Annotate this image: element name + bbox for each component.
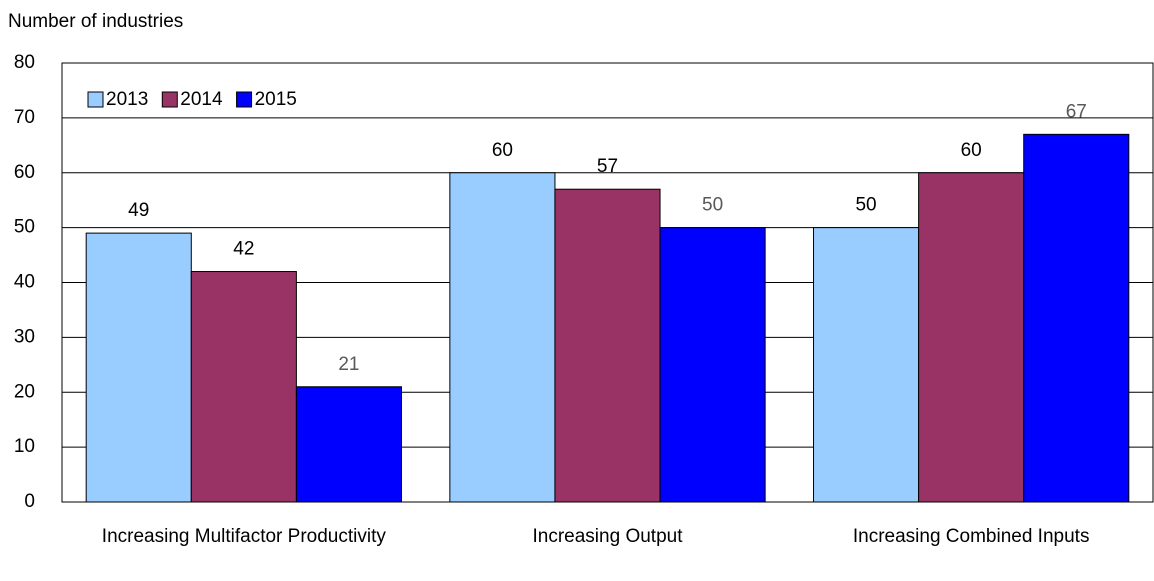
bar: [190, 271, 297, 503]
data-label: 57: [597, 156, 618, 177]
bar: [813, 227, 920, 503]
data-label: 67: [1066, 101, 1087, 122]
data-label: 60: [492, 140, 513, 161]
x-tick-label: Increasing Multifactor Productivity: [101, 526, 386, 547]
legend-swatch: [236, 91, 253, 108]
legend-label: 2013: [106, 89, 148, 110]
legend-swatch: [161, 91, 178, 108]
bar: [554, 188, 661, 503]
data-label: 42: [233, 239, 254, 260]
bar: [659, 227, 766, 503]
legend-label: 2015: [255, 89, 297, 110]
data-label: 49: [128, 200, 149, 221]
bar: [295, 386, 402, 503]
bar: [85, 232, 192, 503]
y-tick-label: 50: [14, 217, 35, 238]
y-tick-label: 70: [14, 107, 35, 128]
y-tick-label: 10: [14, 436, 35, 457]
y-tick-label: 80: [14, 52, 35, 73]
x-tick-label: Increasing Output: [532, 526, 683, 547]
data-label: 21: [338, 354, 359, 375]
data-label: 60: [961, 140, 982, 161]
legend-swatch: [87, 91, 104, 108]
y-tick-label: 0: [24, 491, 35, 512]
legend-label: 2014: [180, 89, 223, 110]
x-tick-label: Increasing Combined Inputs: [852, 526, 1090, 547]
y-tick-label: 30: [14, 326, 35, 347]
y-tick-label: 40: [14, 272, 35, 293]
y-axis-title: Number of industries: [8, 11, 183, 32]
y-tick-label: 60: [14, 162, 35, 183]
plot-border: [61, 62, 1154, 503]
bar: [449, 172, 556, 503]
y-tick-label: 20: [14, 381, 35, 402]
data-label: 50: [702, 195, 723, 216]
bar: [918, 172, 1025, 503]
bar: [1023, 133, 1130, 503]
data-label: 50: [855, 195, 876, 216]
